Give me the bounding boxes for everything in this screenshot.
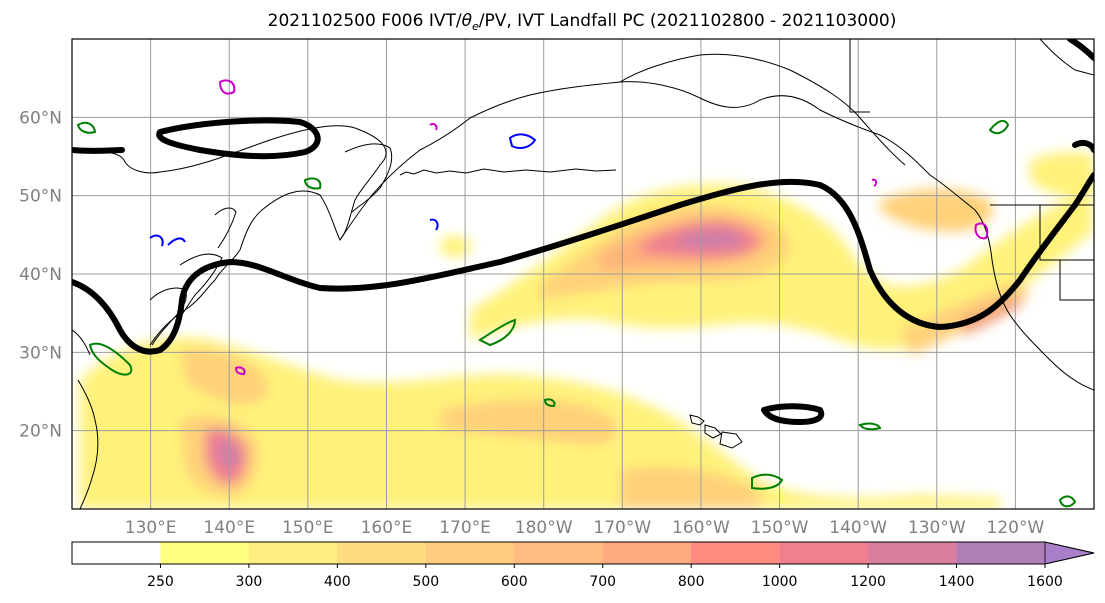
colorbar-tick-label: 1400 xyxy=(939,574,975,590)
colorbar-tick-label: 600 xyxy=(501,574,528,590)
colorbar-tick-label: 500 xyxy=(412,574,439,590)
longitude-labels: 130°E 140°E 150°E 160°E 170°E 180°W 170°W 160°W… xyxy=(125,518,1045,538)
latitude-label: 20°N xyxy=(19,422,62,442)
longitude-label: 130°W xyxy=(908,518,966,538)
latitude-labels: 60°N 50°N 40°N 30°N 20°N xyxy=(19,108,62,441)
colorbar-tick-label: 400 xyxy=(324,574,351,590)
ivt-shading xyxy=(80,151,1094,509)
colorbar: 250 300 400 500 600 700 800 1000 1200 1400 1600 xyxy=(71,541,1095,590)
colorbar-cell xyxy=(514,542,604,564)
longitude-label: 140°W xyxy=(829,518,887,538)
colorbar-cell xyxy=(779,542,869,564)
colorbar-tick-label: 1600 xyxy=(1027,574,1063,590)
longitude-label: 150°W xyxy=(751,518,809,538)
colorbar-tick-label: 800 xyxy=(678,574,705,590)
colorbar-cell xyxy=(160,542,250,564)
colorbar-tick-label: 300 xyxy=(236,574,263,590)
latitude-label: 30°N xyxy=(19,343,62,363)
longitude-label: 150°E xyxy=(282,518,334,538)
colorbar-tick-label: 1200 xyxy=(850,574,886,590)
colorbar-cell xyxy=(248,542,338,564)
colorbar-cell xyxy=(868,542,958,564)
map-frame xyxy=(71,38,1095,510)
latitude-label: 40°N xyxy=(19,265,62,285)
colorbar-tick-label: 1000 xyxy=(762,574,798,590)
longitude-label: 140°E xyxy=(203,518,255,538)
colorbar-cell xyxy=(691,542,781,564)
longitude-label: 160°W xyxy=(672,518,730,538)
colorbar-extend-arrow xyxy=(1044,541,1095,565)
colorbar-cell xyxy=(72,542,161,564)
pv-contours xyxy=(76,79,1077,508)
longitude-label: 130°E xyxy=(125,518,177,538)
colorbar-cell xyxy=(956,542,1046,564)
longitude-label: 120°W xyxy=(987,518,1045,538)
graticule xyxy=(72,39,1094,509)
colorbar-outline xyxy=(71,541,1095,565)
landfall-pc-contour xyxy=(72,39,1094,425)
coastlines xyxy=(72,39,1094,509)
latitude-label: 50°N xyxy=(19,187,62,207)
longitude-label: 160°E xyxy=(361,518,413,538)
map-panel xyxy=(72,39,1094,509)
longitude-label: 170°E xyxy=(439,518,491,538)
latitude-label: 60°N xyxy=(19,108,62,128)
colorbar-cell xyxy=(602,542,692,564)
figure-title: 2021102500 F006 IVT/θe/PV, IVT Landfall … xyxy=(268,11,897,33)
colorbar-cell xyxy=(425,542,515,564)
colorbar-cell xyxy=(337,542,427,564)
colorbar-tick-label: 250 xyxy=(147,574,174,590)
longitude-label: 180°W xyxy=(515,518,573,538)
longitude-label: 170°W xyxy=(593,518,651,538)
colorbar-tick-label: 700 xyxy=(589,574,616,590)
